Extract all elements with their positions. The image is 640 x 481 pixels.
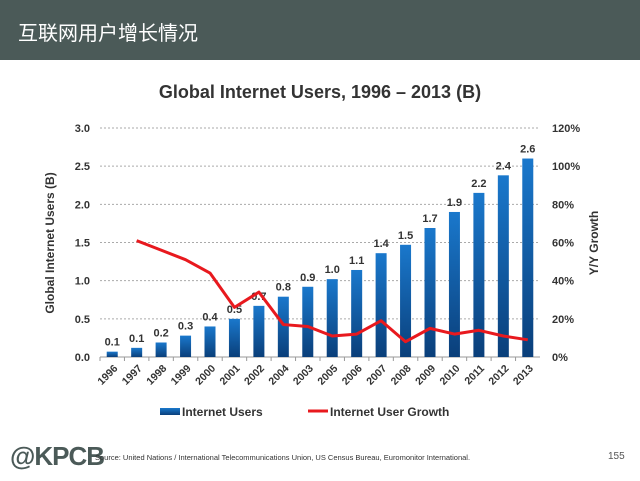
bar-label: 1.4 xyxy=(373,238,389,250)
y2-tick-label: 80% xyxy=(552,199,574,211)
bar xyxy=(424,227,436,357)
y2-tick-label: 60% xyxy=(552,238,574,250)
bar xyxy=(497,175,509,357)
bar xyxy=(375,253,387,357)
bar xyxy=(228,318,240,357)
x-tick-label: 2010 xyxy=(438,363,463,388)
x-tick-label: 2006 xyxy=(340,363,365,388)
bar-label: 0.1 xyxy=(105,337,120,349)
bar xyxy=(522,158,534,357)
bar-label: 0.2 xyxy=(153,327,168,339)
y2-tick-label: 100% xyxy=(552,161,580,173)
y-tick-label: 0.0 xyxy=(75,352,90,364)
x-tick-label: 1998 xyxy=(144,363,169,388)
bar-label: 1.0 xyxy=(325,264,340,276)
y-tick-label: 1.0 xyxy=(75,276,90,288)
y2-axis-title: Y/Y Growth xyxy=(587,211,601,275)
bar xyxy=(253,305,265,357)
x-tick-label: 2008 xyxy=(389,363,414,388)
bar xyxy=(155,342,167,357)
bar-label: 1.9 xyxy=(447,197,462,209)
y-tick-label: 3.0 xyxy=(75,123,90,135)
y-tick-label: 0.5 xyxy=(75,314,90,326)
x-tick-label: 2001 xyxy=(218,363,243,388)
x-tick-label: 2002 xyxy=(242,363,267,388)
bar-label: 0.5 xyxy=(227,304,242,316)
x-tick-label: 2009 xyxy=(413,363,438,388)
source-note: Source: United Nations / International T… xyxy=(95,453,471,462)
chart-title: Global Internet Users, 1996 – 2013 (B) xyxy=(158,82,482,102)
y-tick-label: 2.0 xyxy=(75,199,90,211)
legend-swatch-bars xyxy=(160,408,180,415)
bar xyxy=(448,211,460,357)
x-tick-label: 1997 xyxy=(120,363,145,388)
bar-label: 1.7 xyxy=(422,213,437,225)
bar xyxy=(204,326,216,357)
x-tick-label: 2003 xyxy=(291,363,316,388)
x-tick-label: 2004 xyxy=(266,363,291,388)
header-bar: 互联网用户增长情况 xyxy=(0,0,640,60)
y-tick-label: 1.5 xyxy=(75,238,90,250)
bar-label: 1.5 xyxy=(398,230,413,242)
bar xyxy=(326,279,338,357)
y2-tick-label: 120% xyxy=(552,123,580,135)
page-number: 155 xyxy=(608,451,625,462)
bar xyxy=(131,347,143,357)
y2-tick-label: 40% xyxy=(552,276,574,288)
legend-label: Internet Users xyxy=(182,405,263,419)
bar-label: 0.8 xyxy=(276,282,291,294)
y2-tick-label: 20% xyxy=(552,314,574,326)
x-tick-label: 1996 xyxy=(95,363,120,388)
bar xyxy=(351,269,363,357)
x-tick-label: 2007 xyxy=(364,363,389,388)
bar-label: 0.9 xyxy=(300,272,315,284)
bar-label: 2.2 xyxy=(471,178,486,190)
legend-label: Internet User Growth xyxy=(330,405,449,419)
bar xyxy=(106,351,118,357)
bar xyxy=(180,335,192,357)
bar xyxy=(277,296,289,357)
bar-label: 0.1 xyxy=(129,333,144,345)
x-tick-label: 1999 xyxy=(169,363,194,388)
x-tick-label: 2011 xyxy=(462,363,487,388)
bar xyxy=(473,192,485,357)
bar-label: 2.6 xyxy=(520,144,535,156)
bar xyxy=(400,244,412,357)
bar-label: 2.4 xyxy=(496,160,512,172)
x-tick-label: 2005 xyxy=(315,363,340,388)
y-tick-label: 2.5 xyxy=(75,161,90,173)
bar-label: 0.3 xyxy=(178,321,193,333)
growth-line xyxy=(136,239,529,344)
bar-label: 1.1 xyxy=(349,255,364,267)
x-tick-label: 2013 xyxy=(511,363,536,388)
kpcb-logo: @KPCB xyxy=(10,441,105,471)
y-axis-title: Global Internet Users (B) xyxy=(43,172,57,313)
x-tick-label: 2000 xyxy=(193,363,218,388)
slide-title: 互联网用户增长情况 xyxy=(18,21,198,45)
bar xyxy=(302,286,314,357)
bar-label: 0.4 xyxy=(202,311,218,323)
y2-tick-label: 0% xyxy=(552,352,568,364)
x-tick-label: 2012 xyxy=(486,363,511,388)
